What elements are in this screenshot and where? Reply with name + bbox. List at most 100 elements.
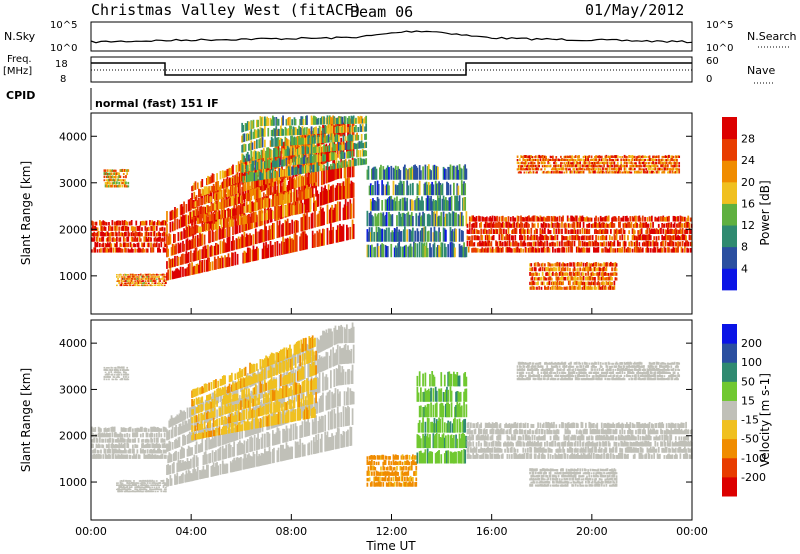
echo-cell — [643, 222, 645, 228]
echo-cell — [383, 169, 386, 180]
echo-cell — [190, 198, 192, 211]
echo-cell — [643, 161, 645, 165]
echo-cell — [501, 247, 504, 253]
echo-cell — [451, 165, 454, 180]
echo-cell — [313, 137, 315, 144]
echo-cell — [206, 205, 208, 213]
echo-cell — [684, 222, 686, 228]
nave-tick-low: 0 — [706, 74, 712, 85]
echo-cell — [208, 214, 210, 222]
cpid-value: normal (fast) 151 IF — [95, 97, 219, 110]
echo-cell — [212, 174, 215, 183]
echo-cell — [569, 262, 571, 267]
echo-cell — [282, 182, 284, 192]
echo-cell — [583, 155, 586, 158]
echo-cell — [108, 178, 110, 182]
echo-cell — [616, 155, 619, 158]
echo-cell — [116, 449, 118, 454]
echo-cell — [581, 241, 584, 247]
echo-cell — [529, 286, 531, 290]
echo-cell — [605, 241, 608, 247]
echo-cell — [301, 137, 304, 145]
echo-cell — [253, 188, 256, 200]
echo-cell — [126, 276, 129, 278]
echo-cell — [351, 219, 354, 240]
echo-cell — [111, 453, 114, 459]
echo-cell — [619, 167, 621, 171]
echo-cell — [545, 158, 547, 161]
echo-cell — [655, 217, 658, 222]
echo-cell — [250, 213, 253, 223]
echo-cell — [630, 158, 633, 162]
echo-cell — [179, 242, 182, 253]
echo-cell — [295, 176, 298, 188]
echo-cell — [317, 165, 320, 172]
echo-cell — [91, 443, 93, 449]
echo-cell — [253, 178, 256, 188]
echo-cell — [163, 442, 166, 449]
echo-cell — [530, 164, 533, 168]
echo-cell — [628, 158, 631, 162]
echo-cell — [142, 274, 144, 276]
echo-cell — [602, 170, 604, 174]
echo-cell — [282, 236, 284, 255]
echo-cell — [447, 244, 450, 258]
echo-cell — [564, 228, 567, 234]
echo-cell — [433, 242, 436, 258]
echo-cell — [311, 159, 314, 170]
echo-cell — [381, 243, 384, 258]
echo-cell — [572, 229, 575, 234]
echo-cell — [338, 160, 340, 169]
echo-cell — [655, 161, 658, 165]
echo-cell — [127, 236, 130, 242]
echo-cell — [564, 263, 567, 267]
echo-cell — [313, 234, 315, 248]
echo-cell — [359, 115, 362, 124]
echo-cell — [614, 272, 617, 276]
echo-cell — [273, 223, 275, 239]
echo-cell — [211, 223, 214, 231]
echo-cell — [638, 234, 641, 241]
echo-cell — [151, 274, 154, 276]
echo-cell — [251, 161, 254, 171]
echo-cell — [92, 438, 94, 443]
echo-cell — [578, 223, 580, 228]
echo-cell — [660, 242, 662, 247]
echo-cell — [595, 235, 597, 241]
echo-cell — [574, 235, 577, 241]
echo-cell — [578, 171, 580, 174]
nsearch-label: N.Search — [747, 30, 797, 43]
echo-cell — [552, 246, 554, 253]
echo-cell — [310, 188, 313, 198]
echo-cell — [443, 228, 446, 242]
echo-cell — [550, 281, 553, 286]
echo-cell — [641, 158, 644, 162]
echo-cell — [141, 232, 143, 237]
echo-cell — [281, 117, 283, 126]
echo-cell — [160, 284, 163, 286]
echo-cell — [449, 197, 452, 211]
echo-cell — [126, 282, 129, 284]
echo-cell — [167, 269, 170, 281]
echo-cell — [607, 276, 610, 281]
echo-cell — [130, 226, 133, 231]
echo-cell — [418, 165, 421, 180]
echo-cell — [114, 448, 117, 454]
echo-cell — [499, 240, 502, 247]
echo-cell — [325, 135, 328, 143]
echo-cell — [556, 276, 559, 281]
echo-cell — [549, 230, 552, 234]
echo-cell — [373, 231, 376, 242]
echo-cell — [396, 215, 398, 227]
echo-cell — [598, 162, 601, 165]
echo-cell — [120, 278, 123, 280]
echo-cell — [676, 216, 678, 222]
echo-cell — [422, 211, 424, 227]
echo-cell — [426, 184, 429, 196]
echo-cell — [104, 221, 107, 226]
echo-cell — [251, 213, 254, 223]
echo-cell — [528, 241, 530, 247]
echo-cell — [165, 276, 167, 278]
echo-cell — [573, 161, 576, 165]
echo-cell — [547, 236, 550, 241]
